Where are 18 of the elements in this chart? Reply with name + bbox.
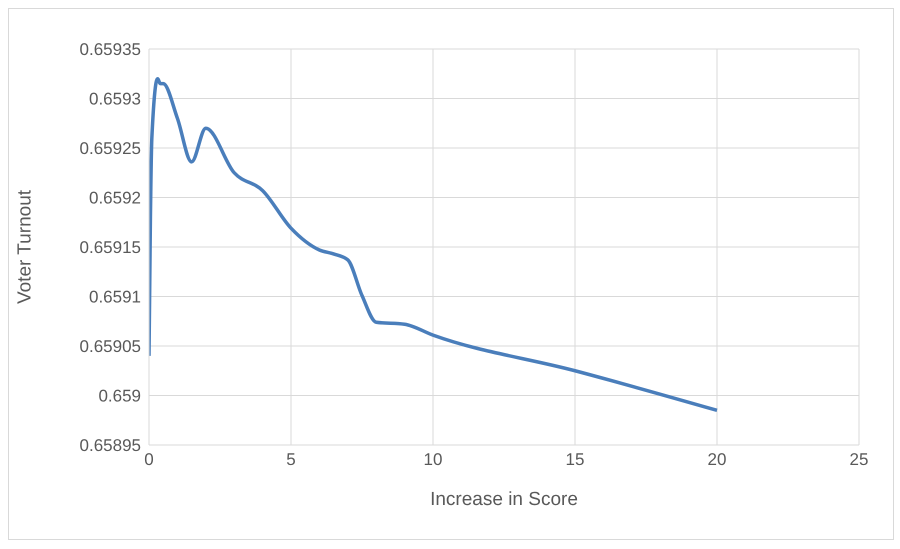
y-tick-label: 0.6593	[89, 90, 141, 109]
x-tick-label: 10	[424, 450, 442, 470]
y-tick-label: 0.65935	[80, 40, 141, 60]
y-tick-label: 0.65915	[80, 238, 141, 258]
x-axis-title: Increase in Score	[430, 489, 578, 510]
x-tick-label: 5	[286, 450, 296, 470]
x-tick-label: 0	[144, 450, 154, 470]
x-tick-label: 20	[708, 450, 726, 470]
y-tick-label: 0.6592	[89, 188, 141, 208]
y-tick-label: 0.6591	[89, 288, 141, 307]
y-tick-label: 0.65925	[80, 139, 141, 158]
y-tick-label: 0.659	[98, 386, 141, 406]
y-tick-label: 0.65895	[80, 436, 141, 456]
line-series	[149, 76, 719, 412]
y-tick-label: 0.65905	[80, 337, 141, 356]
x-tick-label: 15	[566, 450, 584, 470]
x-tick-label: 25	[850, 450, 868, 470]
y-axis-title: Voter Turnout	[14, 189, 36, 304]
